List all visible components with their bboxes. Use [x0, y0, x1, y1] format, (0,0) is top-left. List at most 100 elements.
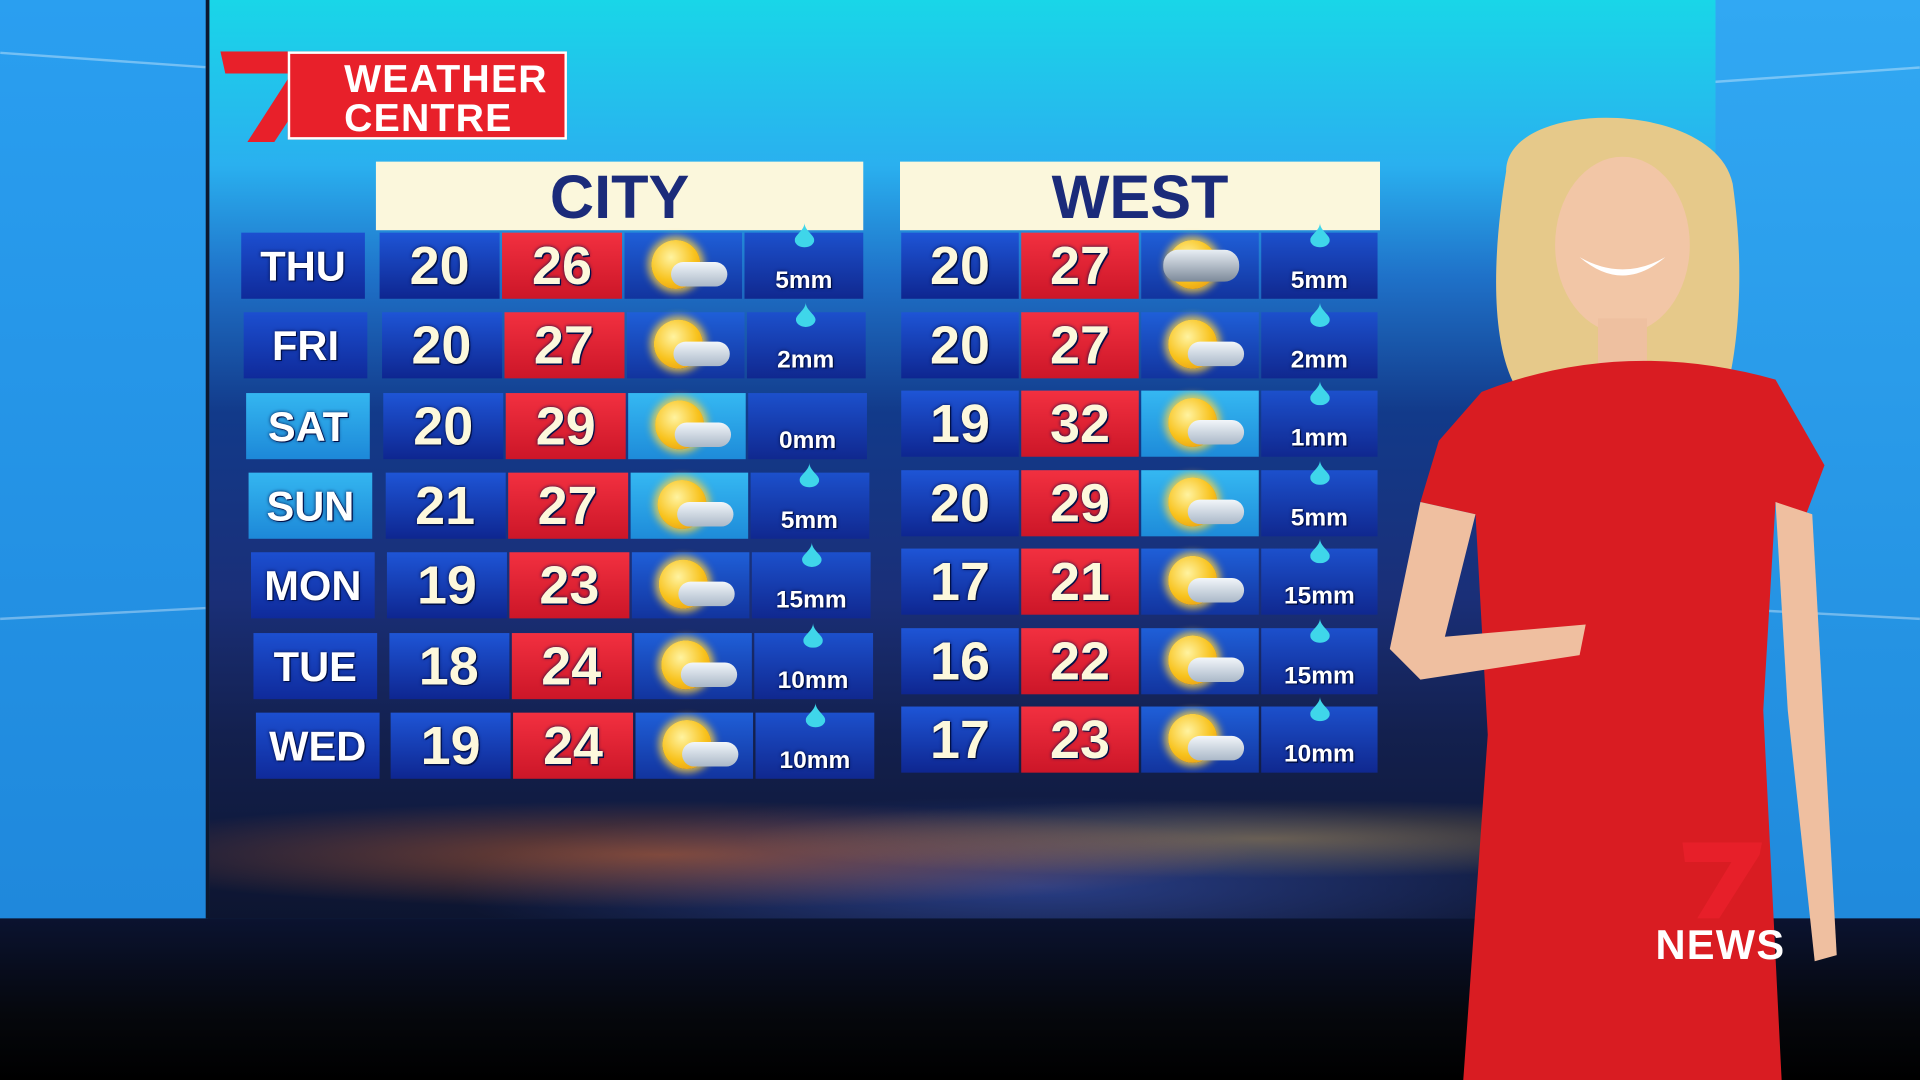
- max-temp: 27: [1021, 311, 1139, 378]
- rainfall-cell: 10mm: [1261, 696, 1378, 773]
- rainfall-amount: 10mm: [777, 666, 849, 694]
- rainfall-cell: 5mm: [750, 462, 869, 539]
- logo-line-1: WEATHER: [344, 56, 548, 101]
- rainfall-cell: 2mm: [1261, 301, 1378, 378]
- max-temp: 21: [1021, 548, 1139, 615]
- rainfall-cell: 0mm: [748, 392, 867, 459]
- rainfall-cell: 5mm: [744, 222, 864, 299]
- max-temp: 27: [507, 472, 628, 539]
- raindrop-icon: [794, 222, 814, 248]
- weather-icon-cell: [1141, 706, 1259, 773]
- weather-icon-cell: [1141, 232, 1259, 299]
- region-header-west: WEST: [900, 161, 1381, 231]
- rainfall-cell: 15mm: [751, 542, 871, 619]
- min-temp: 20: [379, 232, 500, 299]
- rainfall-amount: 10mm: [1283, 740, 1355, 768]
- rainfall-amount: 0mm: [778, 426, 837, 454]
- news-wordmark: NEWS: [1655, 922, 1786, 969]
- rainfall-cell: 5mm: [1261, 459, 1378, 536]
- weather-icon-cell: [633, 632, 752, 699]
- weather-icon-cell: [628, 392, 746, 459]
- min-temp: 20: [901, 469, 1019, 536]
- rainfall-cell: 10mm: [753, 622, 873, 699]
- weather-icon-cell: [1141, 627, 1259, 694]
- day-label: MON: [251, 552, 375, 619]
- city-backdrop: [209, 759, 1716, 919]
- day-label: FRI: [243, 312, 368, 379]
- raindrop-icon: [1309, 222, 1330, 248]
- rainfall-cell: 10mm: [755, 702, 875, 779]
- min-temp: 20: [901, 311, 1019, 378]
- weather-centre-logo: WEATHER CENTRE: [220, 51, 568, 143]
- rainfall-amount: 15mm: [1283, 582, 1355, 610]
- raindrop-icon: [1309, 380, 1330, 406]
- max-temp: 26: [502, 232, 623, 299]
- logo-line-2: CENTRE: [344, 95, 513, 140]
- max-temp: 23: [1021, 706, 1139, 773]
- min-temp: 20: [381, 312, 502, 379]
- rainfall-cell: 15mm: [1261, 538, 1378, 615]
- min-temp: 17: [901, 548, 1019, 615]
- rainfall-amount: 10mm: [779, 746, 851, 774]
- weather-icon-cell: [1141, 390, 1259, 457]
- rainfall-amount: 15mm: [775, 586, 847, 614]
- raindrop-icon: [799, 462, 820, 488]
- day-label: THU: [241, 232, 365, 299]
- raindrop-icon: [795, 302, 816, 328]
- day-label: TUE: [253, 632, 378, 699]
- weather-icon-cell: [1141, 548, 1259, 615]
- weather-icon-cell: [630, 472, 748, 539]
- rainfall-amount: 5mm: [775, 266, 833, 294]
- min-temp: 19: [390, 712, 511, 779]
- max-temp: 29: [1021, 469, 1139, 536]
- presenter: [1389, 117, 1837, 1080]
- max-temp: 27: [503, 312, 624, 379]
- max-temp: 22: [1021, 627, 1139, 694]
- raindrop-icon: [1309, 459, 1330, 485]
- max-temp: 32: [1021, 390, 1139, 457]
- weather-icon-cell: [626, 312, 744, 379]
- day-label: SUN: [248, 472, 373, 539]
- weather-icon-cell: [631, 552, 750, 619]
- rainfall-cell: 2mm: [746, 302, 866, 379]
- rainfall-cell: 1mm: [1261, 380, 1378, 457]
- min-temp: 18: [388, 632, 509, 699]
- rainfall-cell: 15mm: [1261, 617, 1378, 694]
- day-label: SAT: [246, 392, 370, 459]
- max-temp: 29: [505, 392, 626, 459]
- studio-wall-left: [0, 0, 209, 1005]
- rainfall-amount: 2mm: [777, 346, 835, 374]
- day-label: WED: [255, 712, 380, 779]
- max-temp: 27: [1021, 232, 1139, 299]
- min-temp: 17: [901, 706, 1019, 773]
- seven-logo-icon: [1682, 842, 1763, 919]
- rainfall-amount: 5mm: [1290, 266, 1348, 294]
- raindrop-icon: [803, 622, 823, 648]
- rainfall-amount: 5mm: [1290, 503, 1348, 531]
- weather-icon-cell: [1141, 311, 1259, 378]
- raindrop-icon: [1309, 617, 1330, 643]
- max-temp: 23: [509, 552, 630, 619]
- raindrop-icon: [1309, 301, 1330, 327]
- max-temp: 24: [513, 712, 634, 779]
- rainfall-amount: 1mm: [1290, 424, 1348, 452]
- rainfall-amount: 5mm: [780, 506, 838, 534]
- min-temp: 20: [383, 392, 504, 459]
- min-temp: 19: [901, 390, 1019, 457]
- region-header-city: CITY: [375, 161, 864, 231]
- weather-icon-cell: [1141, 469, 1259, 536]
- min-temp: 16: [901, 627, 1019, 694]
- max-temp: 24: [511, 632, 632, 699]
- rainfall-amount: 15mm: [1283, 661, 1355, 689]
- min-temp: 19: [386, 552, 507, 619]
- raindrop-icon: [805, 702, 825, 728]
- min-temp: 20: [901, 232, 1019, 299]
- min-temp: 21: [385, 472, 506, 539]
- weather-icon-cell: [624, 232, 743, 299]
- rainfall-amount: 2mm: [1290, 345, 1348, 373]
- weather-icon-cell: [635, 712, 754, 779]
- raindrop-icon: [1309, 538, 1330, 564]
- raindrop-icon: [1309, 696, 1330, 722]
- raindrop-icon: [801, 542, 822, 568]
